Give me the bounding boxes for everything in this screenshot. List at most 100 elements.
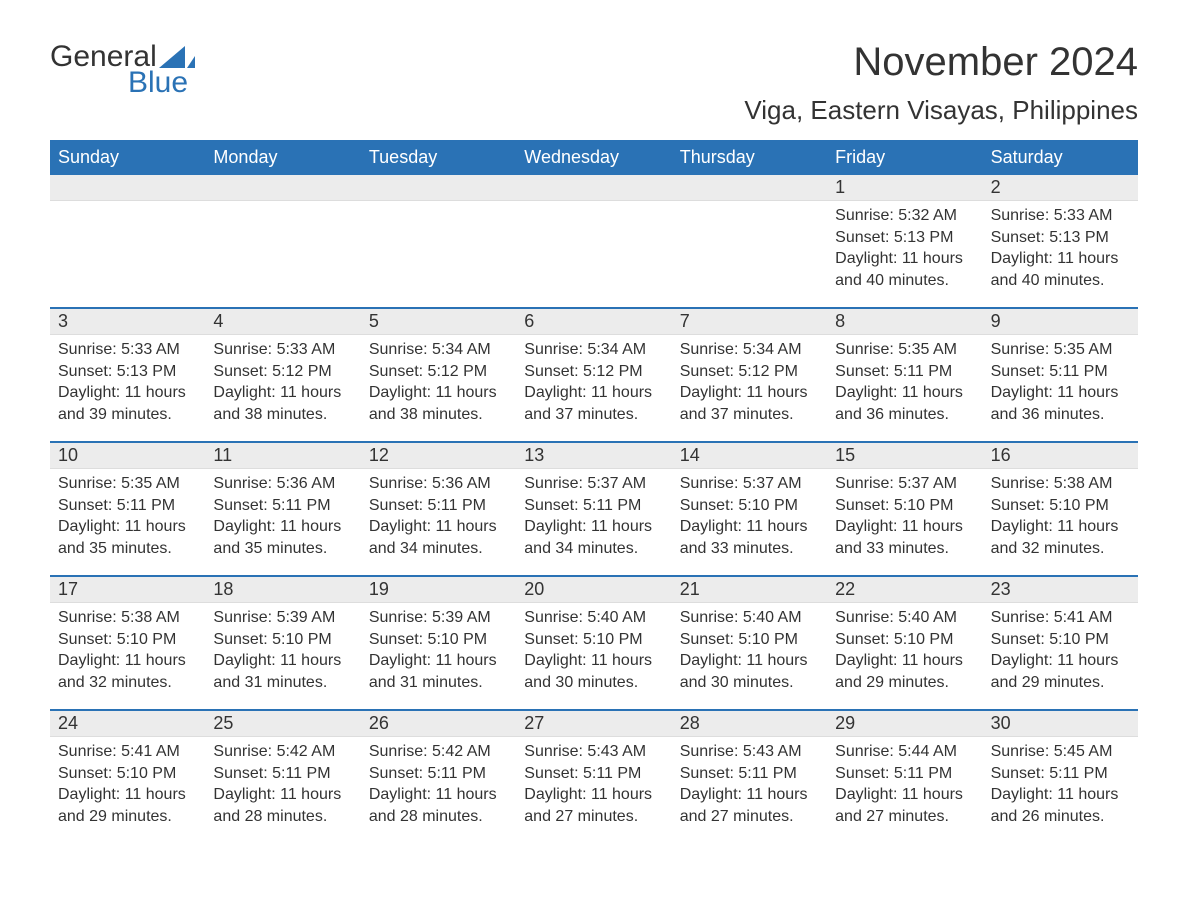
sunrise-line: Sunrise: 5:41 AM: [991, 607, 1130, 629]
sunrise-line: Sunrise: 5:38 AM: [58, 607, 197, 629]
day-details: Sunrise: 5:35 AMSunset: 5:11 PMDaylight:…: [827, 335, 982, 435]
day-number: [205, 175, 360, 201]
day-details: Sunrise: 5:34 AMSunset: 5:12 PMDaylight:…: [361, 335, 516, 435]
sail-icon: [159, 46, 195, 68]
day-number: 29: [827, 711, 982, 737]
day-cell: 17Sunrise: 5:38 AMSunset: 5:10 PMDayligh…: [50, 577, 205, 709]
daylight-line: Daylight: 11 hours and 35 minutes.: [58, 516, 197, 559]
day-number: 18: [205, 577, 360, 603]
daylight-line: Daylight: 11 hours and 28 minutes.: [369, 784, 508, 827]
sunset-line: Sunset: 5:10 PM: [991, 629, 1130, 651]
day-details: Sunrise: 5:33 AMSunset: 5:12 PMDaylight:…: [205, 335, 360, 435]
sunset-line: Sunset: 5:11 PM: [680, 763, 819, 785]
header: General Blue November 2024 Viga, Eastern…: [50, 40, 1138, 126]
sunset-line: Sunset: 5:11 PM: [835, 763, 974, 785]
day-cell: 22Sunrise: 5:40 AMSunset: 5:10 PMDayligh…: [827, 577, 982, 709]
day-cell: 19Sunrise: 5:39 AMSunset: 5:10 PMDayligh…: [361, 577, 516, 709]
day-number: 22: [827, 577, 982, 603]
sunset-line: Sunset: 5:10 PM: [991, 495, 1130, 517]
daylight-line: Daylight: 11 hours and 31 minutes.: [213, 650, 352, 693]
day-details: Sunrise: 5:42 AMSunset: 5:11 PMDaylight:…: [361, 737, 516, 837]
day-details: Sunrise: 5:43 AMSunset: 5:11 PMDaylight:…: [672, 737, 827, 837]
sunset-line: Sunset: 5:11 PM: [369, 495, 508, 517]
sunrise-line: Sunrise: 5:35 AM: [835, 339, 974, 361]
daylight-line: Daylight: 11 hours and 26 minutes.: [991, 784, 1130, 827]
day-number: [361, 175, 516, 201]
sunset-line: Sunset: 5:11 PM: [369, 763, 508, 785]
daylight-line: Daylight: 11 hours and 38 minutes.: [369, 382, 508, 425]
brand-logo: General Blue: [50, 40, 195, 100]
day-number: 15: [827, 443, 982, 469]
day-number: 7: [672, 309, 827, 335]
daylight-line: Daylight: 11 hours and 29 minutes.: [991, 650, 1130, 693]
weekday-header: Monday: [205, 140, 360, 175]
weekday-header: Friday: [827, 140, 982, 175]
day-details: Sunrise: 5:34 AMSunset: 5:12 PMDaylight:…: [516, 335, 671, 435]
calendar: Sunday Monday Tuesday Wednesday Thursday…: [50, 140, 1138, 843]
sunset-line: Sunset: 5:12 PM: [213, 361, 352, 383]
day-details: Sunrise: 5:35 AMSunset: 5:11 PMDaylight:…: [983, 335, 1138, 435]
sunrise-line: Sunrise: 5:39 AM: [369, 607, 508, 629]
day-number: 24: [50, 711, 205, 737]
week-row: 24Sunrise: 5:41 AMSunset: 5:10 PMDayligh…: [50, 709, 1138, 843]
day-cell: 8Sunrise: 5:35 AMSunset: 5:11 PMDaylight…: [827, 309, 982, 441]
daylight-line: Daylight: 11 hours and 40 minutes.: [991, 248, 1130, 291]
sunset-line: Sunset: 5:11 PM: [524, 763, 663, 785]
sunrise-line: Sunrise: 5:33 AM: [213, 339, 352, 361]
sunrise-line: Sunrise: 5:34 AM: [524, 339, 663, 361]
day-cell: 7Sunrise: 5:34 AMSunset: 5:12 PMDaylight…: [672, 309, 827, 441]
sunset-line: Sunset: 5:10 PM: [680, 495, 819, 517]
daylight-line: Daylight: 11 hours and 29 minutes.: [58, 784, 197, 827]
day-number: 5: [361, 309, 516, 335]
sunset-line: Sunset: 5:10 PM: [835, 629, 974, 651]
sunset-line: Sunset: 5:12 PM: [524, 361, 663, 383]
day-details: Sunrise: 5:37 AMSunset: 5:11 PMDaylight:…: [516, 469, 671, 569]
day-cell: [516, 175, 671, 307]
day-details: Sunrise: 5:33 AMSunset: 5:13 PMDaylight:…: [50, 335, 205, 435]
sunrise-line: Sunrise: 5:32 AM: [835, 205, 974, 227]
week-row: 1Sunrise: 5:32 AMSunset: 5:13 PMDaylight…: [50, 175, 1138, 307]
day-cell: 29Sunrise: 5:44 AMSunset: 5:11 PMDayligh…: [827, 711, 982, 843]
sunset-line: Sunset: 5:10 PM: [58, 629, 197, 651]
daylight-line: Daylight: 11 hours and 36 minutes.: [835, 382, 974, 425]
day-details: Sunrise: 5:40 AMSunset: 5:10 PMDaylight:…: [516, 603, 671, 703]
day-cell: 1Sunrise: 5:32 AMSunset: 5:13 PMDaylight…: [827, 175, 982, 307]
day-cell: 24Sunrise: 5:41 AMSunset: 5:10 PMDayligh…: [50, 711, 205, 843]
day-cell: [672, 175, 827, 307]
sunset-line: Sunset: 5:10 PM: [58, 763, 197, 785]
daylight-line: Daylight: 11 hours and 28 minutes.: [213, 784, 352, 827]
sunset-line: Sunset: 5:10 PM: [524, 629, 663, 651]
daylight-line: Daylight: 11 hours and 34 minutes.: [369, 516, 508, 559]
day-number: 23: [983, 577, 1138, 603]
sunset-line: Sunset: 5:10 PM: [680, 629, 819, 651]
day-details: Sunrise: 5:41 AMSunset: 5:10 PMDaylight:…: [983, 603, 1138, 703]
sunset-line: Sunset: 5:13 PM: [58, 361, 197, 383]
daylight-line: Daylight: 11 hours and 38 minutes.: [213, 382, 352, 425]
daylight-line: Daylight: 11 hours and 27 minutes.: [680, 784, 819, 827]
sunrise-line: Sunrise: 5:45 AM: [991, 741, 1130, 763]
sunrise-line: Sunrise: 5:33 AM: [991, 205, 1130, 227]
week-row: 17Sunrise: 5:38 AMSunset: 5:10 PMDayligh…: [50, 575, 1138, 709]
sunset-line: Sunset: 5:13 PM: [991, 227, 1130, 249]
daylight-line: Daylight: 11 hours and 31 minutes.: [369, 650, 508, 693]
day-details: Sunrise: 5:41 AMSunset: 5:10 PMDaylight:…: [50, 737, 205, 837]
day-number: 17: [50, 577, 205, 603]
weeks-container: 1Sunrise: 5:32 AMSunset: 5:13 PMDaylight…: [50, 175, 1138, 843]
day-number: 30: [983, 711, 1138, 737]
day-details: Sunrise: 5:40 AMSunset: 5:10 PMDaylight:…: [672, 603, 827, 703]
day-cell: 13Sunrise: 5:37 AMSunset: 5:11 PMDayligh…: [516, 443, 671, 575]
daylight-line: Daylight: 11 hours and 36 minutes.: [991, 382, 1130, 425]
day-number: 21: [672, 577, 827, 603]
weekday-header-row: Sunday Monday Tuesday Wednesday Thursday…: [50, 140, 1138, 175]
day-cell: 6Sunrise: 5:34 AMSunset: 5:12 PMDaylight…: [516, 309, 671, 441]
day-details: Sunrise: 5:36 AMSunset: 5:11 PMDaylight:…: [205, 469, 360, 569]
sunrise-line: Sunrise: 5:33 AM: [58, 339, 197, 361]
day-number: 3: [50, 309, 205, 335]
day-cell: 4Sunrise: 5:33 AMSunset: 5:12 PMDaylight…: [205, 309, 360, 441]
day-number: 9: [983, 309, 1138, 335]
sunset-line: Sunset: 5:11 PM: [991, 361, 1130, 383]
day-number: [672, 175, 827, 201]
daylight-line: Daylight: 11 hours and 37 minutes.: [680, 382, 819, 425]
sunrise-line: Sunrise: 5:34 AM: [369, 339, 508, 361]
daylight-line: Daylight: 11 hours and 37 minutes.: [524, 382, 663, 425]
